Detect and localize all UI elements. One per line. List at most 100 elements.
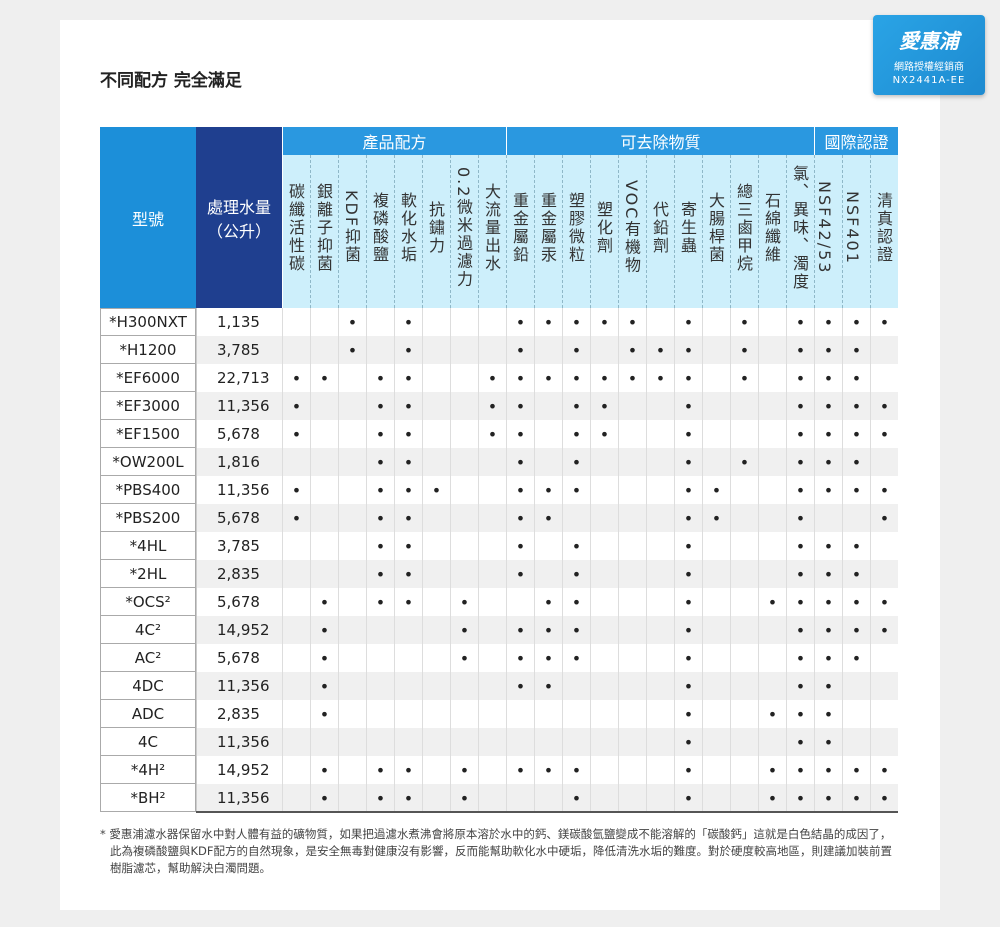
check-mark: • <box>394 420 422 448</box>
mark-cell <box>702 336 730 364</box>
mark-cell <box>646 532 674 560</box>
mark-cell <box>450 364 478 392</box>
check-mark: • <box>506 308 534 336</box>
mark-cell <box>422 700 450 728</box>
mark-cell <box>450 448 478 476</box>
footnote: * 愛惠浦濾水器保留水中對人體有益的礦物質，如果把過濾水煮沸會將原本溶於水中的鈣… <box>100 827 893 875</box>
model-cell: *PBS200 <box>100 504 196 532</box>
check-mark: • <box>562 644 590 672</box>
check-mark: • <box>394 448 422 476</box>
mark-cell <box>450 728 478 756</box>
check-mark: • <box>674 784 702 812</box>
check-mark: • <box>534 672 562 700</box>
mark-cell <box>450 392 478 420</box>
check-mark: • <box>478 420 506 448</box>
mark-cell <box>422 448 450 476</box>
check-mark: • <box>534 644 562 672</box>
check-mark: • <box>394 532 422 560</box>
check-mark: • <box>814 336 842 364</box>
model-cell: *OW200L <box>100 448 196 476</box>
column-header: 清真認證 <box>870 155 898 308</box>
column-header: 抗鏽力 <box>422 155 450 308</box>
mark-cell <box>422 308 450 336</box>
mark-cell <box>758 504 786 532</box>
check-mark: • <box>394 588 422 616</box>
capacity-cell: 2,835 <box>196 560 282 588</box>
check-mark: • <box>422 476 450 504</box>
mark-cell <box>730 616 758 644</box>
model-cell: *EF3000 <box>100 392 196 420</box>
check-mark: • <box>786 532 814 560</box>
mark-cell <box>422 392 450 420</box>
model-cell: *OCS² <box>100 588 196 616</box>
mark-cell <box>870 728 898 756</box>
check-mark: • <box>534 504 562 532</box>
model-cell: *BH² <box>100 784 196 812</box>
mark-cell <box>842 504 870 532</box>
group-header: 產品配方 <box>282 127 506 155</box>
model-cell: *4H² <box>100 756 196 784</box>
mark-cell <box>282 616 310 644</box>
mark-cell <box>618 532 646 560</box>
mark-cell <box>562 700 590 728</box>
mark-cell <box>422 420 450 448</box>
mark-cell <box>422 336 450 364</box>
mark-cell <box>646 420 674 448</box>
check-mark: • <box>870 784 898 812</box>
column-header: KDF抑菌 <box>338 155 366 308</box>
check-mark: • <box>506 504 534 532</box>
mark-cell <box>310 336 338 364</box>
check-mark: • <box>590 420 618 448</box>
mark-cell <box>842 700 870 728</box>
mark-cell <box>282 448 310 476</box>
check-mark: • <box>366 504 394 532</box>
column-header: 複磷酸鹽 <box>366 155 394 308</box>
capacity-cell: 22,713 <box>196 364 282 392</box>
column-header: 總三鹵甲烷 <box>730 155 758 308</box>
mark-cell <box>394 700 422 728</box>
mark-cell <box>646 616 674 644</box>
check-mark: • <box>758 700 786 728</box>
mark-cell <box>310 728 338 756</box>
check-mark: • <box>506 448 534 476</box>
check-mark: • <box>506 336 534 364</box>
mark-cell <box>590 672 618 700</box>
check-mark: • <box>562 420 590 448</box>
check-mark: • <box>814 308 842 336</box>
check-mark: • <box>786 616 814 644</box>
check-mark: • <box>562 588 590 616</box>
check-mark: • <box>842 364 870 392</box>
check-mark: • <box>450 756 478 784</box>
check-mark: • <box>814 476 842 504</box>
check-mark: • <box>450 588 478 616</box>
mark-cell <box>590 504 618 532</box>
check-mark: • <box>870 476 898 504</box>
mark-cell <box>534 728 562 756</box>
mark-cell <box>450 420 478 448</box>
check-mark: • <box>310 756 338 784</box>
check-mark: • <box>562 616 590 644</box>
check-mark: • <box>478 392 506 420</box>
mark-cell <box>450 672 478 700</box>
mark-cell <box>562 672 590 700</box>
mark-cell <box>450 308 478 336</box>
mark-cell <box>310 560 338 588</box>
check-mark: • <box>674 672 702 700</box>
mark-cell <box>730 728 758 756</box>
dealer-badge[interactable]: 愛惠浦 網路授權經銷商 NX2441A-EE <box>873 15 985 95</box>
mark-cell <box>422 560 450 588</box>
check-mark: • <box>730 336 758 364</box>
mark-cell <box>338 672 366 700</box>
check-mark: • <box>786 364 814 392</box>
check-mark: • <box>870 616 898 644</box>
check-mark: • <box>814 700 842 728</box>
check-mark: • <box>786 784 814 812</box>
column-header: NSF42/53 <box>814 155 842 308</box>
column-header: 石綿纖維 <box>758 155 786 308</box>
check-mark: • <box>394 336 422 364</box>
mark-cell <box>618 420 646 448</box>
check-mark: • <box>786 672 814 700</box>
column-header: 塑膠微粒 <box>562 155 590 308</box>
mark-cell <box>590 700 618 728</box>
